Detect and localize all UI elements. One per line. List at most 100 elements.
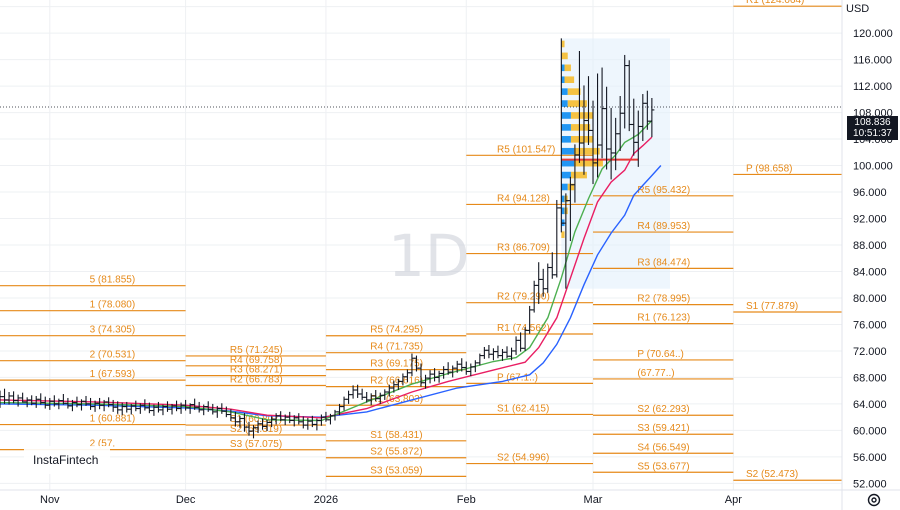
- pivot-level-label: S2 (62.293): [637, 404, 689, 415]
- volume-profile-row-down: [561, 40, 565, 48]
- ohlc-bar: [287, 411, 293, 424]
- bar-countdown: 10:51:37: [853, 128, 892, 139]
- volume-profile-row-down: [561, 231, 565, 238]
- pivot-level-label: S4 (56.549): [637, 442, 689, 453]
- price-axis-tick-label: 96.000: [853, 187, 887, 199]
- ohlc-bar: [359, 388, 365, 400]
- pivot-level-label: S3 (57.075): [230, 439, 282, 450]
- pivot-level-label: 1 (78.080): [90, 300, 136, 311]
- ohlc-bar: [490, 348, 496, 361]
- ohlc-bar: [518, 332, 524, 352]
- ohlc-bar: [350, 385, 356, 399]
- volume-profile-row-down: [574, 159, 603, 167]
- volume-profile-row-up: [561, 207, 565, 215]
- pivot-level-label: 3 (74.305): [90, 325, 136, 336]
- volume-profile-row-up: [561, 112, 571, 119]
- pivot-level-label: S2 (55.872): [370, 447, 422, 458]
- ohlc-bar: [481, 346, 487, 359]
- price-axis-tick-label: 76.000: [853, 319, 887, 331]
- ohlc-bar: [427, 370, 433, 384]
- moving-average-blue: [0, 165, 662, 418]
- pivot-level-label: S3 (53.059): [370, 465, 422, 476]
- ohlc-bar: [346, 390, 352, 404]
- pivot-level-label: 1 (67.593): [90, 369, 136, 380]
- ohlc-bar: [495, 345, 501, 359]
- pivot-level-label: S1 (62.415): [497, 403, 549, 414]
- pivot-level-label: S1 (77.879): [746, 301, 798, 312]
- price-axis-tick-label: 56.000: [853, 452, 887, 464]
- ohlc-bar: [513, 336, 519, 355]
- pivot-level-label: P (98.658): [746, 163, 793, 174]
- currency-label[interactable]: USD: [846, 3, 870, 15]
- pivot-level-label: R1 (63.803): [370, 394, 423, 405]
- ohlc-bar: [296, 413, 302, 425]
- volume-profile-row-down: [561, 52, 568, 60]
- ohlc-bar: [33, 395, 39, 408]
- price-axis-tick-label: 64.000: [853, 399, 887, 411]
- volume-profile-row-down: [570, 171, 587, 179]
- price-axis-tick-label: 52.000: [853, 478, 887, 490]
- time-axis-tick-label: 2026: [314, 494, 338, 506]
- volume-profile-row-up: [561, 124, 571, 131]
- ohlc-bar: [2, 388, 8, 404]
- pivot-level-label: 2 (57.: [90, 439, 116, 450]
- ohlc-bar: [300, 416, 306, 429]
- ohlc-bar: [24, 397, 30, 408]
- pivot-level-label: R4 (89.953): [637, 221, 690, 232]
- time-axis-tick-label: Dec: [176, 494, 196, 506]
- ohlc-bar: [468, 363, 474, 377]
- ohlc-bar: [11, 391, 17, 404]
- pivot-level-label: S5 (53.677): [637, 461, 689, 472]
- volume-profile-row-up: [561, 171, 571, 179]
- pivot-level-label: S1 (58.431): [370, 430, 422, 441]
- pivot-level-label: S2 (52.473): [746, 469, 798, 480]
- volume-profile-row-down: [567, 100, 587, 107]
- volume-profile-row-down: [574, 147, 600, 155]
- brand-logo-text: InstaFintech: [24, 446, 110, 474]
- pivot-level-label: P (70.64..): [637, 349, 684, 360]
- ohlc-bar: [504, 346, 510, 359]
- price-axis-tick-label: 84.000: [853, 266, 887, 278]
- last-price-tag: 108.836 10:51:37: [847, 116, 898, 140]
- price-axis-tick-label: 60.000: [853, 425, 887, 437]
- pivot-level-label: R2 (79.290): [497, 292, 550, 303]
- time-axis-tick-label: Nov: [40, 494, 60, 506]
- pivot-level-label: R3 (84.474): [637, 257, 690, 268]
- price-axis-tick-label: 100.000: [853, 161, 893, 173]
- pivot-level-label: R3 (68.271): [230, 365, 283, 376]
- volume-profile-row-up: [561, 159, 575, 167]
- pivot-level-label: R1 (76.123): [637, 313, 690, 324]
- pivot-level-label: (67.77..): [637, 368, 674, 379]
- ohlc-bar: [441, 366, 447, 379]
- pivot-level-label: R4 (71.735): [370, 342, 423, 353]
- pivot-level-label: R1 (74.562): [497, 323, 550, 334]
- pivot-level-label: 1 (60.881): [90, 414, 136, 425]
- volume-profile-row-up: [561, 76, 565, 84]
- pivot-level-label: S3 (59.421): [637, 423, 689, 434]
- pivot-level-label: R2 (66.616): [370, 376, 423, 387]
- pivot-level-label: R1 (124.064): [746, 0, 804, 6]
- volume-profile-row-down: [570, 136, 594, 143]
- volume-profile-row-up: [561, 100, 568, 107]
- ohlc-bar: [554, 199, 560, 278]
- time-axis-tick-label: Feb: [457, 494, 476, 506]
- pivot-level-label: 2 (70.531): [90, 350, 136, 361]
- volume-profile-row-up: [561, 183, 568, 191]
- ohlc-bar: [477, 353, 483, 366]
- price-axis-tick-label: 68.000: [853, 372, 887, 384]
- ohlc-bar: [649, 98, 655, 138]
- price-axis-tick-label: 80.000: [853, 293, 887, 305]
- volume-profile-row-up: [561, 136, 571, 143]
- settings-gear-icon[interactable]: [866, 492, 882, 508]
- volume-profile-row-up: [561, 64, 565, 72]
- pivot-level-label: R5 (74.295): [370, 325, 423, 336]
- pivot-level-label: R2 (78.995): [637, 294, 690, 305]
- pivot-level-label: S2 (54.996): [497, 453, 549, 464]
- volume-profile-row-down: [564, 76, 575, 84]
- last-price-value: 108.836: [854, 117, 891, 128]
- volume-profile-row-up: [561, 88, 568, 95]
- ohlc-bar: [549, 252, 555, 279]
- pivot-level-label: S2 (59.319): [230, 424, 282, 435]
- interval-watermark: 1D: [388, 222, 470, 290]
